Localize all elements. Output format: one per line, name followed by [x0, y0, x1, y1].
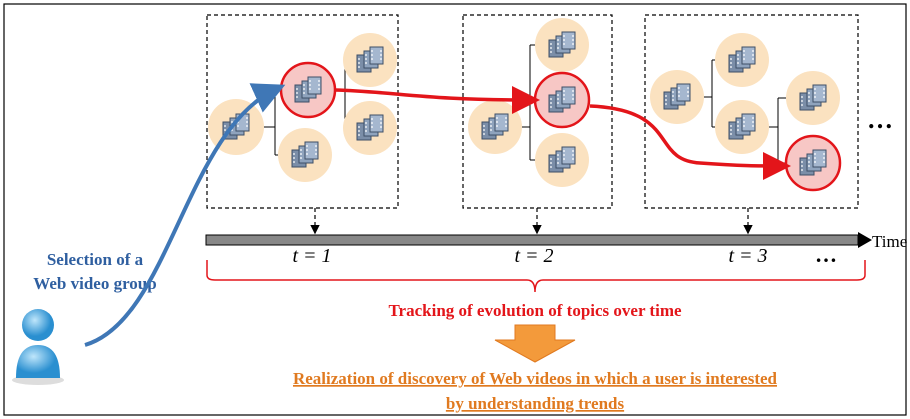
- conclusion-line: Realization of discovery of Web videos i…: [293, 369, 778, 388]
- time-step: t = 2: [514, 245, 553, 267]
- ellipsis: …: [867, 105, 893, 134]
- selection-line: Selection of a: [47, 250, 144, 269]
- time-label: Time: [872, 232, 907, 251]
- time-ellipsis: …: [815, 242, 837, 267]
- tracking-text: Tracking of evolution of topics over tim…: [388, 301, 682, 320]
- timeline-bar: [205, 234, 859, 246]
- tree-brackets: [262, 44, 786, 164]
- selection-line: Web video group: [33, 274, 156, 293]
- tracking-arrows: [334, 85, 791, 180]
- time-step: t = 3: [728, 245, 767, 267]
- user-icon: [12, 309, 64, 385]
- conclusion: Realization of discovery of Web videos i…: [293, 369, 778, 413]
- box-to-time-arrows: [310, 208, 753, 235]
- frame: [3, 3, 907, 416]
- selection-arrow: [84, 83, 286, 347]
- selection-text: Selection of a Web video group: [33, 250, 156, 293]
- down-arrow: [494, 324, 576, 363]
- timeline-arrow-head: [858, 232, 872, 248]
- brace: [206, 260, 866, 293]
- conclusion-line: by understanding trends: [446, 394, 625, 413]
- time-step: t = 1: [292, 245, 331, 267]
- time-steps: t = 1 t = 2 t = 3: [292, 245, 767, 267]
